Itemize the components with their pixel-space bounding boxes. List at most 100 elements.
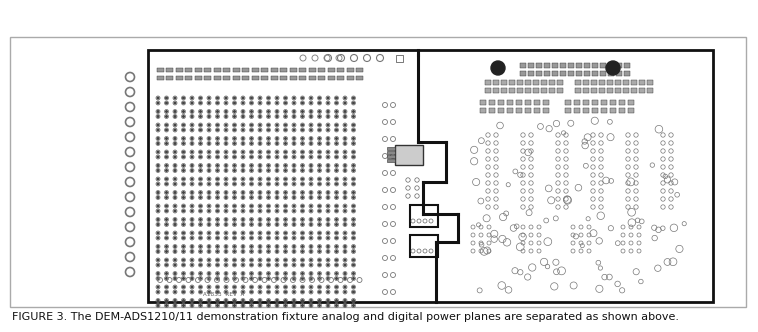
Circle shape	[336, 246, 337, 247]
Circle shape	[276, 246, 277, 247]
Bar	[299, 68, 306, 72]
Circle shape	[318, 224, 321, 225]
Circle shape	[208, 286, 210, 288]
Circle shape	[199, 264, 202, 266]
Circle shape	[327, 237, 329, 239]
Circle shape	[251, 232, 252, 234]
Circle shape	[208, 156, 210, 158]
Circle shape	[293, 165, 295, 166]
Circle shape	[268, 97, 269, 99]
Circle shape	[276, 97, 277, 99]
Bar	[204, 76, 211, 80]
Bar	[501, 88, 507, 93]
Bar	[290, 68, 296, 72]
Circle shape	[285, 273, 287, 274]
Circle shape	[191, 251, 193, 252]
Bar	[528, 71, 534, 75]
Circle shape	[243, 300, 244, 301]
Circle shape	[191, 138, 193, 139]
Circle shape	[199, 259, 202, 261]
Bar	[583, 108, 589, 113]
Circle shape	[251, 197, 252, 198]
Circle shape	[285, 129, 287, 131]
Circle shape	[259, 246, 261, 247]
Bar	[410, 235, 438, 257]
Circle shape	[191, 102, 193, 104]
Circle shape	[310, 143, 312, 144]
Bar	[195, 76, 202, 80]
Circle shape	[293, 129, 295, 131]
Circle shape	[259, 192, 261, 193]
Circle shape	[276, 116, 277, 117]
Circle shape	[225, 192, 227, 193]
Circle shape	[166, 251, 168, 252]
Circle shape	[157, 102, 158, 104]
Bar	[639, 80, 645, 85]
Circle shape	[268, 224, 269, 225]
Circle shape	[251, 251, 252, 252]
Circle shape	[233, 102, 235, 104]
Circle shape	[310, 197, 312, 198]
Circle shape	[251, 278, 252, 279]
Circle shape	[318, 97, 321, 99]
Circle shape	[217, 251, 218, 252]
Circle shape	[352, 224, 354, 225]
Circle shape	[199, 278, 202, 279]
Circle shape	[157, 251, 158, 252]
Circle shape	[208, 237, 210, 239]
Bar	[599, 88, 605, 93]
Bar	[584, 71, 590, 75]
Circle shape	[276, 278, 277, 279]
Circle shape	[174, 286, 176, 288]
Circle shape	[276, 170, 277, 171]
Bar	[541, 88, 547, 93]
Circle shape	[327, 138, 329, 139]
Circle shape	[243, 138, 244, 139]
Circle shape	[310, 224, 312, 225]
Circle shape	[217, 129, 218, 131]
Bar	[575, 80, 581, 85]
Circle shape	[157, 116, 158, 117]
Bar	[583, 100, 589, 105]
Circle shape	[336, 264, 337, 266]
Circle shape	[251, 170, 252, 171]
Circle shape	[344, 273, 346, 274]
Circle shape	[327, 286, 329, 288]
Bar	[533, 80, 539, 85]
Circle shape	[166, 305, 168, 306]
Circle shape	[243, 259, 244, 261]
Circle shape	[310, 305, 312, 306]
Circle shape	[157, 232, 158, 234]
Circle shape	[157, 129, 158, 131]
Circle shape	[336, 237, 337, 239]
Circle shape	[276, 143, 277, 144]
Circle shape	[276, 232, 277, 234]
Circle shape	[310, 232, 312, 234]
Circle shape	[318, 232, 321, 234]
Circle shape	[268, 237, 269, 239]
Circle shape	[183, 237, 184, 239]
Bar	[261, 76, 268, 80]
Circle shape	[285, 264, 287, 266]
Circle shape	[302, 259, 303, 261]
Circle shape	[199, 192, 202, 193]
Circle shape	[233, 156, 235, 158]
Circle shape	[208, 210, 210, 212]
Circle shape	[285, 151, 287, 153]
Circle shape	[327, 205, 329, 207]
Circle shape	[344, 129, 346, 131]
Circle shape	[251, 102, 252, 104]
Circle shape	[251, 264, 252, 266]
Bar	[601, 100, 607, 105]
Circle shape	[336, 224, 337, 225]
Circle shape	[268, 170, 269, 171]
Circle shape	[191, 237, 193, 239]
Circle shape	[225, 138, 227, 139]
Bar	[525, 100, 531, 105]
Bar	[624, 63, 630, 67]
Circle shape	[157, 111, 158, 112]
Circle shape	[344, 170, 346, 171]
Circle shape	[293, 102, 295, 104]
Circle shape	[268, 165, 269, 166]
Circle shape	[310, 219, 312, 220]
